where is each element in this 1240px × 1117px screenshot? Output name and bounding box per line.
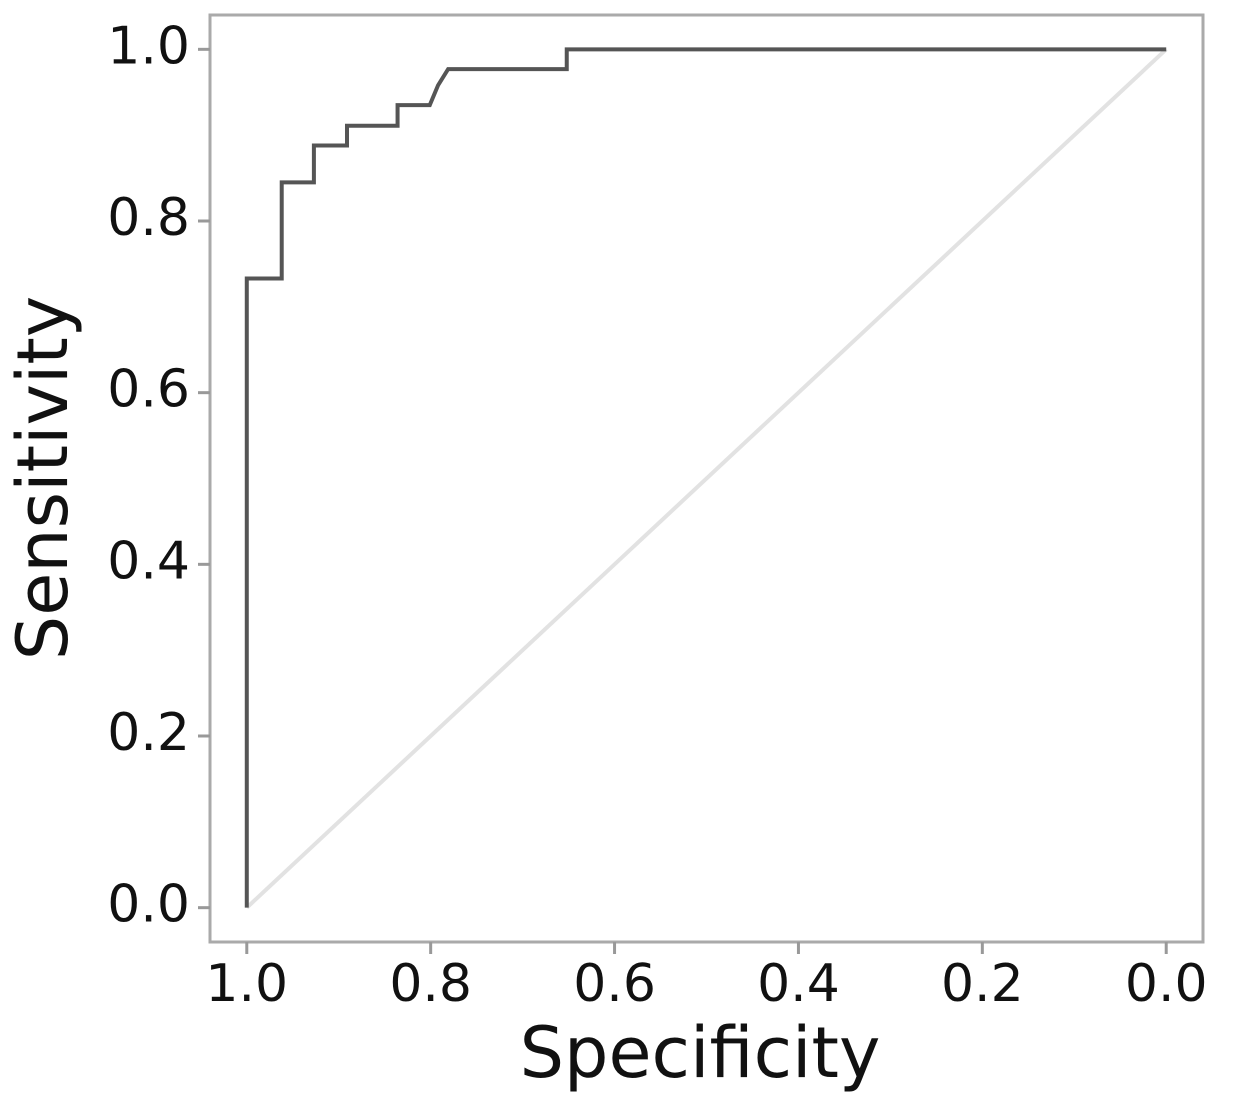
x-tick-label: 0.0 [1125,954,1208,1014]
x-tick-label: 0.2 [941,954,1024,1014]
y-tick-label: 1.0 [107,16,190,76]
x-tick-label: 0.4 [757,954,840,1014]
y-tick-label: 0.0 [107,875,190,935]
y-tick-label: 0.2 [107,703,190,763]
x-tick-label: 0.8 [389,954,472,1014]
x-axis-title: Specificity [520,1012,881,1094]
x-tick-label: 1.0 [205,954,288,1014]
y-tick-label: 0.6 [107,360,190,420]
line [244,47,1167,908]
line [245,47,1168,910]
y-tick-label: 0.4 [107,531,190,591]
y-tick-label: 0.8 [107,188,190,248]
y-axis-title: Sensitivity [2,296,84,660]
x-tick-label: 0.6 [573,954,656,1014]
